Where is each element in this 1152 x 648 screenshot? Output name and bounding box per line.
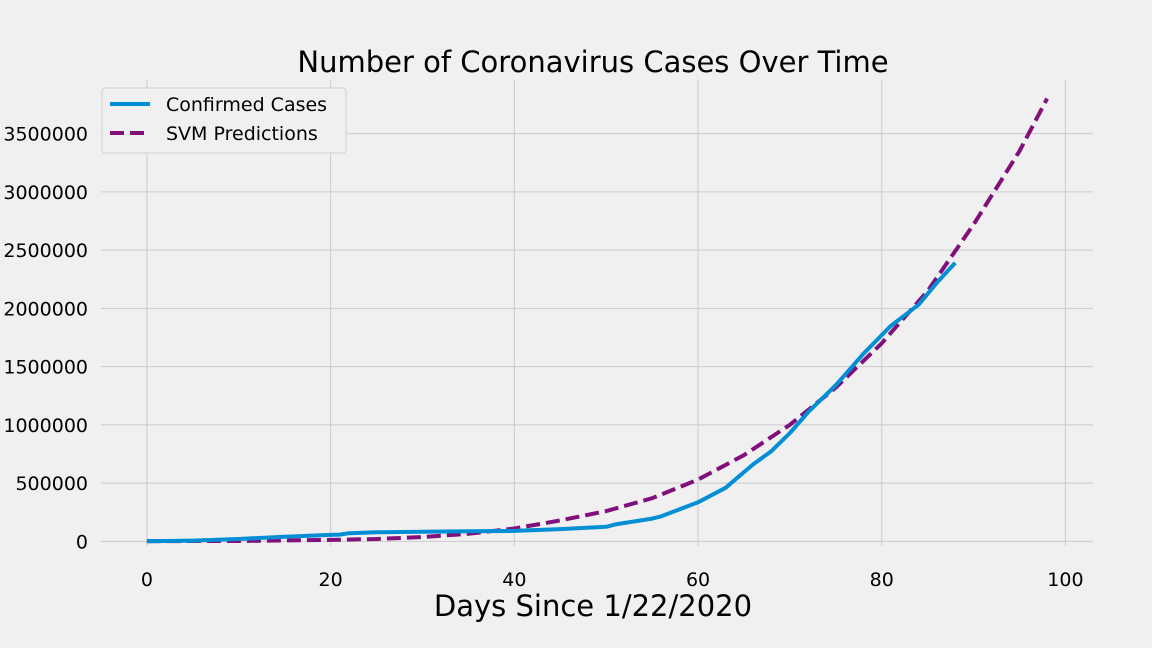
legend: Confirmed Cases SVM Predictions — [101, 87, 347, 154]
x-tick-label: 20 — [319, 569, 343, 591]
legend-box — [101, 87, 347, 154]
y-tick-label: 2500000 — [3, 240, 88, 262]
grid-layer — [101, 80, 1093, 546]
tick-layer: 0 20 40 60 80 100 0 500000 1000000 1500000 2000000… — [3, 124, 1083, 591]
chart-title: Number of Coronavirus Cases Over Time — [297, 45, 888, 79]
x-tick-label: 80 — [870, 569, 894, 591]
y-tick-label: 0 — [76, 531, 88, 553]
x-axis-label: Days Since 1/22/2020 — [434, 589, 752, 623]
x-tick-label: 60 — [686, 569, 710, 591]
y-tick-label: 2000000 — [3, 298, 88, 320]
legend-label-svm-predictions: SVM Predictions — [166, 123, 318, 145]
y-tick-label: 500000 — [15, 473, 88, 495]
y-tick-label: 1500000 — [3, 357, 88, 379]
y-tick-label: 3500000 — [3, 124, 88, 146]
series-line-confirmed-cases — [146, 261, 957, 544]
series-line-svm-predictions — [146, 97, 1049, 544]
series-layer — [146, 97, 1049, 544]
y-tick-label: 3000000 — [3, 182, 88, 204]
x-tick-label: 100 — [1047, 569, 1083, 591]
legend-label-confirmed-cases: Confirmed Cases — [166, 94, 327, 116]
x-tick-label: 40 — [502, 569, 526, 591]
y-tick-label: 1000000 — [3, 415, 88, 437]
x-tick-label: 0 — [141, 569, 153, 591]
